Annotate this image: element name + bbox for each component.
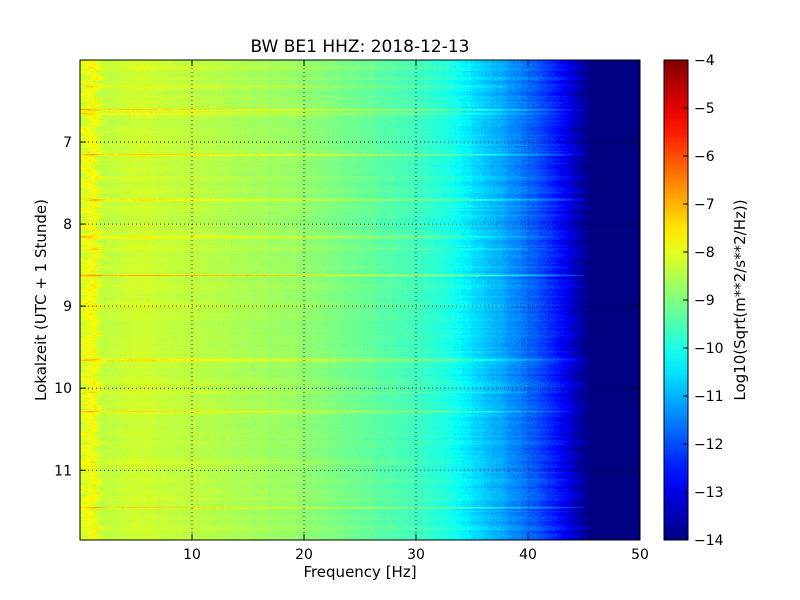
y-axis-label: Lokalzeit (UTC + 1 Stunde) (32, 199, 50, 401)
plot-area: 10 20 30 40 50 7 8 9 10 11 (54, 59, 649, 563)
colorbar: −4 −5 −6 −7 −8 −9 −10 −11 −12 −13 −14 Log10(Sqrt(m… (663, 53, 749, 549)
x-axis-label: Frequency [Hz] (303, 563, 416, 581)
y-tick-label: 10 (54, 381, 72, 397)
colorbar-tick-label: −8 (694, 245, 715, 261)
x-axis-ticks: 10 20 30 40 50 (183, 60, 649, 563)
x-tick-label: 40 (519, 547, 537, 563)
colorbar-tick-label: −13 (694, 485, 724, 501)
colorbar-tick-label: −14 (694, 533, 724, 549)
colorbar-label: Log10(Sqrt(m**2/s**2/Hz)) (731, 199, 749, 400)
x-tick-label: 50 (631, 547, 649, 563)
chart-title: BW BE1 HHZ: 2018-12-13 (250, 37, 469, 57)
y-tick-label: 11 (54, 463, 72, 479)
y-tick-label: 9 (63, 299, 72, 315)
x-tick-label: 30 (407, 547, 425, 563)
colorbar-tick-label: −6 (694, 149, 715, 165)
x-tick-label: 10 (183, 547, 201, 563)
grid-lines (80, 60, 640, 540)
colorbar-tick-label: −11 (694, 389, 724, 405)
spectrogram-heatmap (80, 60, 640, 540)
x-tick-label: 20 (295, 547, 313, 563)
y-tick-label: 7 (63, 135, 72, 151)
plot-frame (79, 59, 641, 541)
colorbar-tick-label: −9 (694, 293, 715, 309)
colorbar-tick-label: −12 (694, 437, 724, 453)
y-axis-ticks: 7 8 9 10 11 (54, 135, 640, 479)
y-tick-label: 8 (63, 217, 72, 233)
colorbar-tick-label: −10 (694, 341, 724, 357)
colorbar-tick-label: −5 (694, 101, 715, 117)
colorbar-tick-label: −7 (694, 197, 715, 213)
colorbar-ticks: −4 −5 −6 −7 −8 −9 −10 −11 −12 −13 −14 (683, 53, 724, 549)
colorbar-tick-label: −4 (694, 53, 715, 69)
